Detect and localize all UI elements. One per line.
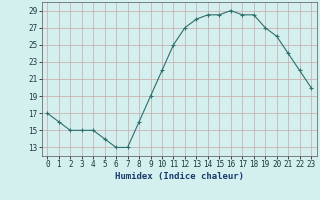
X-axis label: Humidex (Indice chaleur): Humidex (Indice chaleur) [115,172,244,181]
